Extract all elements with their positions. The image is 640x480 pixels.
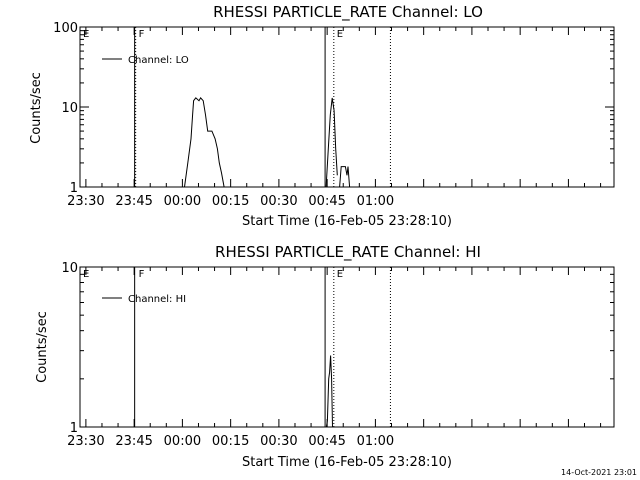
footer-timestamp: 14-Oct-2021 23:01 [561,468,637,477]
lo-series-line [325,97,338,188]
hi-xtick-label: 23:30 [67,434,104,449]
lo-xtick-label: 00:00 [164,194,201,209]
panel-lo-ylabel: Counts/sec [29,72,44,144]
lo-xtick-label: 01:00 [357,194,394,209]
hi-plot-frame [79,266,615,428]
panel-hi-ylabel: Counts/sec [35,311,50,383]
hi-marker-label: F [139,269,145,280]
lo-marker-label: F [139,29,145,40]
hi-xtick-label: 00:45 [308,434,345,449]
hi-marker-label: E [337,269,343,280]
lo-xtick-label: 23:45 [115,194,152,209]
hi-xtick-label: 23:45 [115,434,152,449]
lo-ytick-label: 100 [53,21,78,36]
panel-hi: 23:30 23:45 00:00 00:15 00:30 00:45 01:00 1 10 E F… [61,261,615,449]
hi-ytick-label: 1 [70,421,78,436]
lo-series-line [184,97,225,188]
lo-marker-label: E [337,29,343,40]
panel-lo-title: RHESSI PARTICLE_RATE Channel: LO [213,3,483,22]
hi-xtick-label: 00:15 [212,434,249,449]
lo-ytick-label: 1 [70,181,78,196]
panel-lo: 23:30 23:45 00:00 00:15 00:30 00:45 01:00 1 10 10… [53,21,615,209]
lo-ytick-label: 10 [61,101,78,116]
panel-lo-xlabel: Start Time (16-Feb-05 23:28:10) [242,214,452,229]
panel-hi-legend-label: Channel: HI [128,294,186,305]
lo-series-line [339,166,351,188]
hi-xtick-label: 00:00 [164,434,201,449]
panel-hi-xlabel: Start Time (16-Feb-05 23:28:10) [242,455,452,470]
lo-xtick-label: 00:30 [260,194,297,209]
lo-xtick-label: 00:45 [308,194,345,209]
hi-marker-label: E [83,269,89,280]
panel-lo-legend-label: Channel: LO [128,55,189,66]
hi-xtick-label: 01:00 [357,434,394,449]
lo-xtick-label: 00:15 [212,194,249,209]
lo-marker-label: E [83,29,89,40]
lo-xtick-label: 23:30 [67,194,104,209]
hi-ytick-label: 10 [61,261,78,276]
hi-series-line [325,355,333,428]
hi-xtick-label: 00:30 [260,434,297,449]
panel-hi-title: RHESSI PARTICLE_RATE Channel: HI [215,243,481,262]
lo-plot-frame [79,26,615,188]
